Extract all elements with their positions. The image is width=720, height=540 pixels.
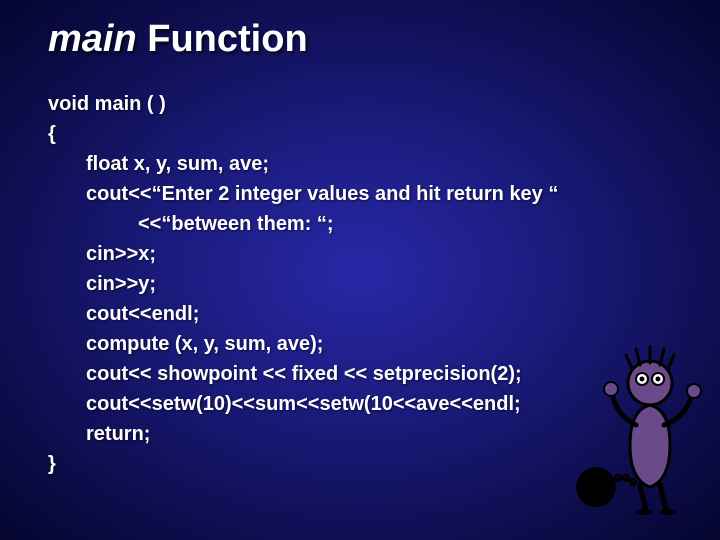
code-line: <<“between them: “; bbox=[48, 209, 720, 239]
code-line: cout<<endl; bbox=[48, 299, 720, 329]
code-line: cout<< showpoint << fixed << setprecisio… bbox=[48, 359, 720, 389]
title-rest: Function bbox=[137, 18, 308, 60]
code-block: void main ( ){float x, y, sum, ave;cout<… bbox=[48, 89, 720, 479]
code-line: float x, y, sum, ave; bbox=[48, 149, 720, 179]
code-line: compute (x, y, sum, ave); bbox=[48, 329, 720, 359]
code-line: return; bbox=[48, 419, 720, 449]
code-line: cin>>x; bbox=[48, 239, 720, 269]
code-line: { bbox=[48, 119, 720, 149]
slide-content: main Function void main ( ){float x, y, … bbox=[0, 0, 720, 479]
code-line: } bbox=[48, 449, 720, 479]
code-line: cout<<setw(10)<<sum<<setw(10<<ave<<endl; bbox=[48, 389, 720, 419]
slide-title: main Function bbox=[48, 18, 720, 61]
title-italic: main bbox=[48, 18, 137, 60]
code-line: void main ( ) bbox=[48, 89, 720, 119]
code-line: cin>>y; bbox=[48, 269, 720, 299]
code-line: cout<<“Enter 2 integer values and hit re… bbox=[48, 179, 720, 209]
